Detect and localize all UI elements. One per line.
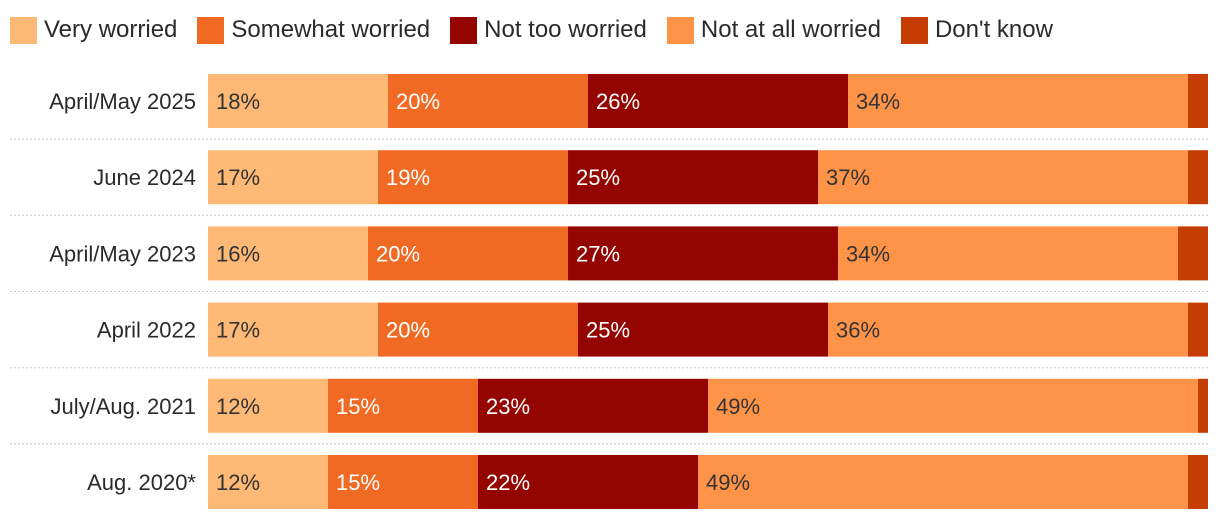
value-label: 16%: [216, 241, 260, 266]
value-label: 27%: [576, 241, 620, 266]
value-label: 23%: [486, 394, 530, 419]
value-label: 25%: [586, 318, 630, 343]
value-label: 20%: [396, 89, 440, 114]
legend-item: Not at all worried: [666, 15, 881, 45]
bar-segment: [1188, 150, 1208, 205]
legend-item: Not too worried: [450, 15, 647, 45]
legend-item: Very worried: [10, 15, 177, 45]
legend-label: Not too worried: [484, 16, 647, 43]
chart-legend: Very worried Somewhat worried Not too worr…: [10, 14, 1073, 46]
row-label: April/May 2025: [49, 89, 196, 114]
bar-segment: [698, 455, 1188, 509]
row-label: Aug. 2020*: [87, 470, 196, 495]
value-label: 20%: [376, 241, 420, 266]
row-label: April 2022: [97, 318, 196, 343]
bar-segment: [368, 226, 568, 281]
bar-segment: [208, 150, 378, 205]
legend-item: Somewhat worried: [197, 15, 430, 45]
bar-segment: [208, 378, 328, 433]
value-label: 18%: [216, 89, 260, 114]
bar-segment: [478, 455, 698, 509]
value-label: 20%: [386, 318, 430, 343]
bar-segment: [848, 74, 1188, 128]
bar-segment: [1198, 378, 1208, 433]
value-label: 17%: [216, 165, 260, 190]
value-label: 15%: [336, 394, 380, 419]
bar-segment: [1188, 302, 1208, 357]
bar-segment: [708, 378, 1198, 433]
bar-segment: [578, 302, 828, 357]
value-label: 19%: [386, 165, 430, 190]
bar-segment: [1178, 226, 1208, 281]
legend-swatch: [450, 16, 478, 44]
value-label: 26%: [596, 89, 640, 114]
legend-label: Don't know: [934, 16, 1053, 43]
legend-swatch: [666, 16, 694, 44]
value-label: 37%: [826, 165, 870, 190]
bar-segment: [378, 302, 578, 357]
row-label: June 2024: [93, 165, 196, 190]
value-label: 49%: [706, 470, 750, 495]
legend-label: Very worried: [44, 16, 178, 43]
bar-segment: [378, 150, 568, 205]
legend-swatch: [197, 16, 225, 44]
value-label: 49%: [716, 394, 760, 419]
row-label: April/May 2023: [49, 241, 196, 266]
bar-segment: [208, 74, 388, 128]
legend-swatch: [900, 16, 928, 44]
value-label: 17%: [216, 318, 260, 343]
value-label: 22%: [486, 470, 530, 495]
bar-segment: [478, 378, 708, 433]
value-label: 12%: [216, 470, 260, 495]
bar-segment: [838, 226, 1178, 281]
bar-segment: [568, 226, 838, 281]
row-label: July/Aug. 2021: [50, 394, 196, 419]
value-label: 15%: [336, 470, 380, 495]
value-label: 36%: [836, 318, 880, 343]
bar-segment: [388, 74, 588, 128]
value-label: 34%: [846, 241, 890, 266]
bar-segment: [208, 226, 368, 281]
bar-segment: [828, 302, 1188, 357]
value-label: 34%: [856, 89, 900, 114]
value-label: 12%: [216, 394, 260, 419]
bar-segment: [568, 150, 818, 205]
bar-segment: [1188, 74, 1208, 128]
legend-item: Don't know: [900, 15, 1053, 45]
bar-segment: [208, 302, 378, 357]
legend-swatch: [10, 16, 37, 44]
bar-segment: [208, 455, 328, 509]
bar-segment: [1188, 455, 1208, 509]
legend-label: Not at all worried: [700, 16, 881, 43]
bar-segment: [818, 150, 1188, 205]
value-label: 25%: [576, 165, 620, 190]
legend-label: Somewhat worried: [231, 16, 431, 43]
bar-segment: [328, 378, 478, 433]
bar-segment: [328, 455, 478, 509]
bar-segment: [588, 74, 848, 128]
